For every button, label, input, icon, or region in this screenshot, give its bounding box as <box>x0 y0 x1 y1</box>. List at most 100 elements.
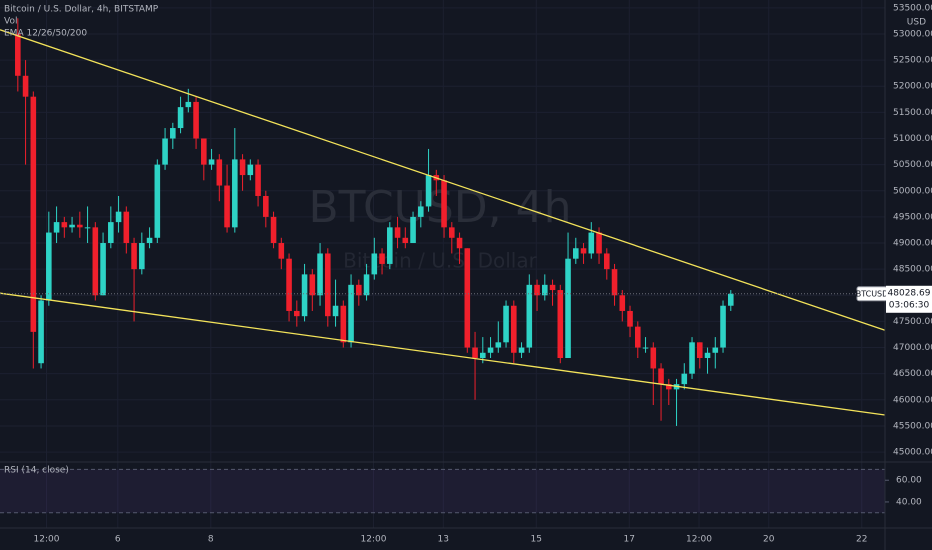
candle-body <box>363 274 370 296</box>
candle-body <box>604 253 610 270</box>
candle-body <box>704 352 711 358</box>
candle-body <box>53 222 60 233</box>
candle-body <box>115 211 122 223</box>
candle-body <box>511 305 517 353</box>
x-tick-label: 17 <box>624 535 635 545</box>
plot-area <box>0 18 886 426</box>
candle-body <box>503 305 509 343</box>
candle-body <box>449 227 455 238</box>
candle-body <box>208 159 215 165</box>
candle-body <box>681 373 688 385</box>
x-tick-label: 12:00 <box>34 535 60 545</box>
y-tick-label: 49000.00 <box>893 239 932 249</box>
candle-body <box>270 216 277 244</box>
candle-body <box>69 224 75 228</box>
x-tick-label: 6 <box>115 535 121 545</box>
candle-body <box>84 227 91 229</box>
y-tick-label: 48500.00 <box>893 265 932 275</box>
candle-body <box>185 101 192 108</box>
candle-body <box>371 253 378 275</box>
trendline <box>0 292 886 416</box>
y-tick-label: 52500.00 <box>893 56 932 66</box>
candle-body <box>542 284 548 296</box>
x-tick-label: 12:00 <box>361 535 387 545</box>
watermark: BTCUSD, 4h <box>308 182 571 233</box>
candle-body <box>201 138 207 165</box>
candle-body <box>77 224 83 228</box>
x-tick-label: 22 <box>856 535 867 545</box>
candle-body <box>387 227 393 264</box>
rsi-label: RSI (14, close) <box>4 466 69 476</box>
candle-body <box>255 164 261 196</box>
candle-body <box>689 342 695 374</box>
candle-body <box>495 342 502 348</box>
price-tag <box>886 285 932 313</box>
candle-body <box>108 222 114 244</box>
candle-body <box>193 101 199 139</box>
candle-body <box>456 237 463 249</box>
candle-body <box>526 284 533 348</box>
rsi-tick-label: 60.00 <box>896 476 922 486</box>
candle-body <box>394 227 401 238</box>
candle-body <box>518 347 525 353</box>
candle-body <box>557 290 564 358</box>
y-tick-label: 51500.00 <box>893 108 932 118</box>
x-tick-label: 15 <box>531 535 542 545</box>
candle-body <box>22 75 29 97</box>
y-tick-label: 53500.00 <box>893 3 932 13</box>
candle-body <box>534 284 540 296</box>
candle-body <box>92 227 99 296</box>
candle-body <box>162 138 168 165</box>
candle-body <box>658 368 664 385</box>
candle-body <box>30 96 37 332</box>
candle-body <box>61 222 68 228</box>
symbol-label: BTCUSD <box>856 289 889 298</box>
candle-body <box>139 243 145 270</box>
candle-body <box>472 347 478 358</box>
y-tick-label: 53000.00 <box>893 29 932 39</box>
candle-body <box>379 253 385 264</box>
candle-body <box>123 211 130 244</box>
candle-body <box>239 159 246 176</box>
candle-body <box>340 305 347 343</box>
candle-body <box>410 216 416 244</box>
candle-body <box>580 248 587 254</box>
y-tick-label: 50000.00 <box>893 186 932 196</box>
countdown-label: 03:06:30 <box>889 300 930 310</box>
y-tick-label: 45000.00 <box>893 448 932 458</box>
candle-body <box>154 164 161 238</box>
candle-body <box>402 237 409 244</box>
y-tick-label: 50500.00 <box>893 160 932 170</box>
candle-body <box>224 185 230 228</box>
y-tick-label: 52000.00 <box>893 82 932 92</box>
candle-body <box>425 175 432 207</box>
candle-body <box>146 237 153 244</box>
currency-label: USD <box>907 18 926 28</box>
candle-body <box>487 347 494 353</box>
candle-body <box>720 305 726 348</box>
candle-body <box>727 293 734 306</box>
candle-body <box>634 326 641 348</box>
candle-body <box>480 352 486 358</box>
candle-body <box>596 232 602 254</box>
y-tick-label: 46500.00 <box>893 369 932 379</box>
y-tick-label: 45500.00 <box>893 421 932 431</box>
candle-body <box>216 159 223 186</box>
candle-body <box>549 284 556 291</box>
x-tick-label: 13 <box>438 535 449 545</box>
candle-body <box>573 248 579 259</box>
candle-body <box>588 232 595 254</box>
candle-body <box>611 269 618 296</box>
candle-body <box>619 295 626 311</box>
candle-body <box>441 180 447 228</box>
candle-body <box>325 253 331 317</box>
candle-body <box>131 243 137 270</box>
candle-body <box>301 274 308 317</box>
candle-body <box>294 310 300 317</box>
chart-title: Bitcoin / U.S. Dollar, 4h, BITSTAMP <box>4 5 159 15</box>
y-tick-label: 49500.00 <box>893 212 932 222</box>
candle-body <box>317 253 323 296</box>
candle-body <box>650 347 657 369</box>
indicator-label: Vol <box>4 17 17 27</box>
